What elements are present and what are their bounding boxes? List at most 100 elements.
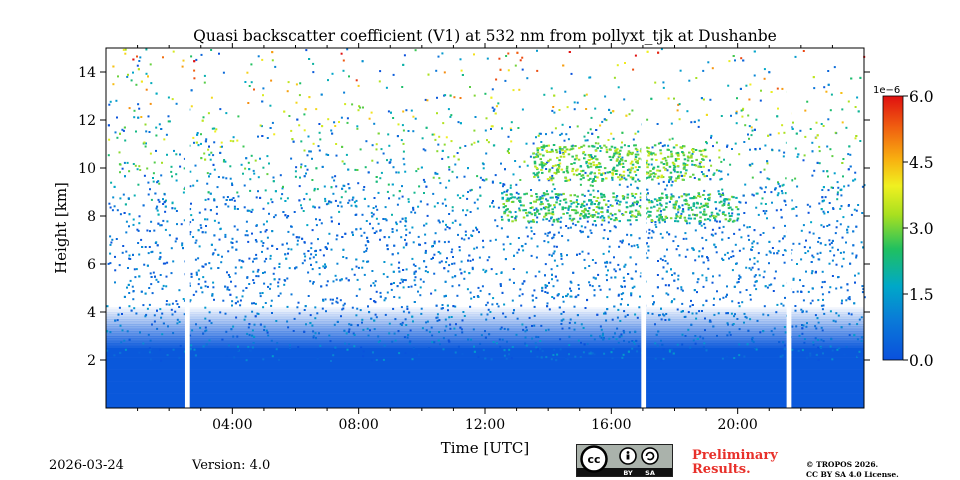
- heatmap-cell: [829, 310, 832, 313]
- heatmap-cell: [579, 217, 582, 220]
- heatmap-cell: [135, 83, 138, 86]
- heatmap-cell: [412, 130, 415, 133]
- heatmap-cell: [367, 260, 370, 263]
- heatmap-cell: [251, 208, 254, 211]
- heatmap-cell: [137, 116, 140, 119]
- heatmap-cell: [609, 261, 612, 264]
- heatmap-cell: [431, 133, 434, 136]
- heatmap-cell: [193, 77, 196, 80]
- heatmap-cell: [556, 353, 559, 356]
- heatmap-cell: [746, 226, 749, 229]
- heatmap-feature-cell: [595, 164, 599, 166]
- heatmap-cell: [242, 172, 244, 175]
- heatmap-feature-cell: [546, 151, 549, 153]
- heatmap-cell: [447, 270, 450, 273]
- heatmap-cell: [801, 349, 804, 352]
- heatmap-cell: [535, 346, 538, 349]
- heatmap-cell: [355, 199, 358, 202]
- heatmap-feature-cell: [541, 202, 544, 205]
- heatmap-cell: [340, 52, 343, 55]
- heatmap-feature-cell: [626, 193, 630, 196]
- heatmap-cell: [796, 263, 798, 265]
- heatmap-feature-cell: [655, 215, 659, 218]
- heatmap-feature-cell: [692, 173, 695, 176]
- heatmap-cell: [242, 289, 245, 292]
- heatmap-cell: [167, 96, 170, 99]
- heatmap-cell: [435, 316, 438, 319]
- heatmap-cell: [577, 284, 580, 286]
- heatmap-cell: [241, 295, 244, 298]
- heatmap-cell: [294, 175, 297, 178]
- heatmap-cell: [377, 222, 380, 225]
- heatmap-feature-cell: [543, 215, 546, 218]
- heatmap-cell: [794, 55, 797, 58]
- heatmap-feature-cell: [714, 201, 717, 204]
- heatmap-cell: [735, 122, 738, 125]
- heatmap-cell: [347, 183, 350, 186]
- heatmap-cell: [312, 282, 314, 285]
- heatmap-cell: [608, 288, 611, 291]
- heatmap-feature-cell: [694, 164, 698, 167]
- heatmap-cell: [449, 115, 452, 118]
- heatmap-row: [106, 312, 864, 315]
- heatmap-cell: [645, 198, 648, 201]
- heatmap-feature-cell: [630, 210, 634, 213]
- heatmap-feature-cell: [604, 203, 608, 206]
- heatmap-cell: [697, 255, 700, 258]
- heatmap-cell: [463, 238, 466, 241]
- heatmap-cell: [271, 230, 274, 233]
- heatmap-feature-cell: [618, 155, 621, 158]
- heatmap-cell: [290, 129, 293, 132]
- heatmap-cell: [418, 243, 420, 246]
- heatmap-feature-cell: [635, 215, 638, 218]
- heatmap-feature-cell: [704, 213, 708, 216]
- heatmap-feature-cell: [685, 202, 689, 205]
- heatmap-cell: [594, 224, 597, 227]
- heatmap-cell: [630, 294, 633, 297]
- heatmap-cell: [755, 118, 758, 121]
- heatmap-cell: [848, 323, 851, 326]
- heatmap-cell: [162, 262, 165, 265]
- heatmap-cell: [589, 284, 592, 287]
- heatmap-cell: [770, 283, 773, 286]
- heatmap-row: [106, 331, 864, 334]
- heatmap-cell: [699, 335, 702, 338]
- heatmap-cell: [612, 336, 615, 338]
- heatmap-cell: [841, 162, 844, 164]
- heatmap-cell: [288, 115, 291, 117]
- heatmap-cell: [266, 236, 269, 239]
- heatmap-cell: [667, 97, 670, 100]
- cc-license-badge[interactable]: cc BY SA: [576, 444, 673, 477]
- heatmap-cell: [608, 337, 611, 340]
- heatmap-cell: [845, 299, 848, 302]
- heatmap-cell: [236, 300, 239, 303]
- heatmap-row: [106, 388, 864, 392]
- heatmap-cell: [822, 298, 824, 301]
- heatmap-cell: [449, 94, 452, 97]
- heatmap-cell: [362, 106, 364, 109]
- heatmap-cell: [473, 350, 476, 353]
- heatmap-cell: [636, 350, 639, 353]
- heatmap-cell: [616, 327, 619, 330]
- heatmap-cell: [420, 166, 423, 169]
- heatmap-cell: [638, 306, 641, 309]
- heatmap-feature-cell: [597, 169, 601, 172]
- heatmap-cell: [738, 328, 741, 331]
- heatmap-cell: [459, 97, 462, 99]
- heatmap-cell: [691, 312, 694, 315]
- heatmap-feature-cell: [629, 162, 633, 165]
- heatmap-cell: [784, 296, 786, 299]
- heatmap-cell: [497, 102, 500, 105]
- heatmap-cell: [338, 222, 340, 225]
- heatmap-feature-cell: [597, 212, 600, 215]
- heatmap-cell: [841, 299, 843, 302]
- heatmap-feature-cell: [535, 156, 538, 158]
- heatmap-cell: [718, 220, 721, 223]
- heatmap-cell: [726, 144, 729, 147]
- heatmap-cell: [379, 229, 382, 232]
- heatmap-cell: [755, 288, 758, 291]
- heatmap-cell: [518, 88, 521, 91]
- heatmap-cell: [736, 219, 739, 222]
- heatmap-cell: [373, 328, 376, 331]
- heatmap-feature-cell: [636, 159, 639, 162]
